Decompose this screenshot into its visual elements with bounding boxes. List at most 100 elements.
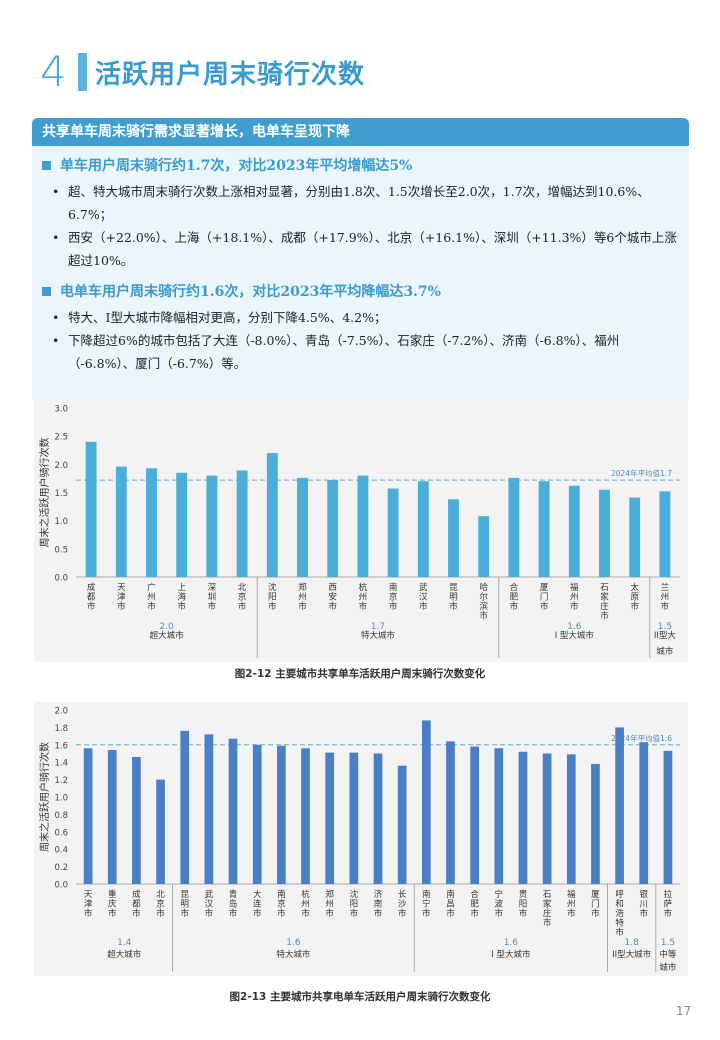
chart-bar xyxy=(327,480,339,577)
chart-bar xyxy=(446,741,455,884)
x-tick-label: 武汉市 xyxy=(419,582,428,612)
list-item: 超、特大城市周末骑行次数上涨相对显著，分别由1.8次、1.5次增长至2.0次，1… xyxy=(52,180,682,226)
group-average: 1.5 xyxy=(658,622,672,632)
y-tick-label: 1.4 xyxy=(54,759,68,769)
chart-bar xyxy=(156,779,165,884)
chart-bar xyxy=(176,472,188,577)
x-tick-label: 太原市 xyxy=(630,582,639,612)
chart-bar xyxy=(266,453,278,577)
group-name: 超大城市 xyxy=(150,630,185,641)
y-tick-label: 2.0 xyxy=(54,707,68,717)
group-name: II型大城市 xyxy=(612,949,652,960)
chart-bar xyxy=(252,744,262,884)
chart-bar xyxy=(417,481,429,577)
x-tick-label: 哈尔滨市 xyxy=(479,582,488,622)
chart-caption: 图2-13 主要城市共享电单车活跃用户周末骑行次数变化 xyxy=(229,991,491,1003)
chart-bar xyxy=(180,730,190,884)
x-tick-label: 沈阳市 xyxy=(268,582,277,612)
subheading-text: 电单车用户周末骑行约1.6次，对比2023年平均降幅达3.7% xyxy=(60,284,441,300)
chart-bar xyxy=(357,475,369,577)
x-tick-label: 石家庄市 xyxy=(600,583,609,622)
x-tick-label: 长沙市 xyxy=(398,889,407,919)
y-tick-label: 1.6 xyxy=(54,741,68,751)
x-tick-label: 西安市 xyxy=(328,583,337,612)
group-name-cont: 城市 xyxy=(659,962,677,973)
y-tick-label: 1.2 xyxy=(54,776,68,786)
x-tick-label: 上海市 xyxy=(177,583,186,612)
chart-bar xyxy=(146,468,157,577)
reference-line-label: 2024年平均值1.6 xyxy=(611,733,672,743)
y-tick-label: 0.2 xyxy=(54,863,68,873)
chart-bar xyxy=(206,475,218,577)
x-tick-label: 南昌市 xyxy=(446,889,455,919)
subheading-text: 单车用户周末骑行约1.7次，对比2023年平均增幅达5% xyxy=(60,158,413,174)
group-average: 1.8 xyxy=(625,938,640,948)
x-tick-label: 杭州市 xyxy=(359,582,368,612)
x-tick-label: 广州市 xyxy=(147,582,156,612)
chart-bar xyxy=(277,745,286,884)
x-tick-label: 南京市 xyxy=(277,889,286,919)
chart-bar xyxy=(107,750,117,884)
x-tick-label: 厦门市 xyxy=(591,890,600,919)
chart-bar xyxy=(236,470,248,577)
chart-bar xyxy=(132,756,141,884)
group-name: 中等 xyxy=(659,949,677,960)
x-tick-label: 成都市 xyxy=(87,582,96,612)
x-tick-label: 拉萨市 xyxy=(664,889,673,919)
x-tick-label: 沈阳市 xyxy=(350,889,359,919)
x-tick-label: 重庆市 xyxy=(108,889,117,919)
chart-bar xyxy=(470,746,479,884)
x-tick-label: 南京市 xyxy=(389,582,398,612)
chart-bar xyxy=(301,748,310,884)
x-tick-label: 合肥市 xyxy=(510,582,519,612)
chart-bar xyxy=(494,748,504,884)
x-tick-label: 福州市 xyxy=(567,889,576,919)
x-tick-label: 成都市 xyxy=(132,889,141,919)
section-header: 4 活跃用户周末骑行次数 xyxy=(40,50,365,94)
x-tick-label: 石家庄市 xyxy=(543,890,552,929)
x-tick-label: 合肥市 xyxy=(470,889,479,919)
list-item: 西安（+22.0%）、上海（+18.1%）、成都（+17.9%）、北京（+16.… xyxy=(52,226,682,272)
x-tick-label: 杭州市 xyxy=(301,889,310,919)
x-tick-label: 北京市 xyxy=(156,890,165,919)
chart-bar xyxy=(568,485,580,577)
x-tick-label: 武汉市 xyxy=(205,889,214,919)
y-tick-label: 1.8 xyxy=(54,724,68,734)
group-average: 1.6 xyxy=(286,938,301,948)
y-tick-label: 3.0 xyxy=(54,405,68,415)
subheading-bike: 单车用户周末骑行约1.7次，对比2023年平均增幅达5% xyxy=(42,154,689,176)
chart-caption: 图2-12 主要城市共享单车活跃用户周末骑行次数变化 xyxy=(234,668,486,680)
chart-bar xyxy=(85,441,97,577)
chart-bar xyxy=(639,742,649,884)
chart-bar xyxy=(228,738,238,884)
summary-title: 共享单车周末骑行需求显著增长，电单车呈现下降 xyxy=(32,118,689,146)
chart-bar xyxy=(83,748,93,884)
x-tick-label: 济南市 xyxy=(374,889,383,919)
group-name: I 型大城市 xyxy=(491,949,531,960)
group-name: I 型大城市 xyxy=(555,630,595,641)
chart-bar xyxy=(591,763,600,884)
ebike-chart: 0.0 0.2 0.4 0.6 0.8 1.0 1.2 1.4 1.6 1.8 2.0 周末之活跃用户… xyxy=(34,702,688,976)
x-tick-label: 银川市 xyxy=(640,889,649,919)
x-tick-label: 青岛市 xyxy=(229,889,238,919)
group-name: 特大城市 xyxy=(276,949,311,960)
y-tick-label: 1.0 xyxy=(54,794,68,804)
x-tick-label: 郑州市 xyxy=(325,889,334,919)
y-tick-label: 0.0 xyxy=(54,881,68,891)
x-tick-label: 昆明市 xyxy=(180,890,189,919)
y-tick-label: 0.4 xyxy=(54,846,68,856)
x-tick-label: 深圳市 xyxy=(208,583,217,612)
chart-background xyxy=(34,702,688,976)
reference-line-label: 2024年平均值1.7 xyxy=(611,468,672,478)
group-average: 1.6 xyxy=(567,622,582,632)
square-bullet-icon xyxy=(42,160,51,170)
section-accent-bar xyxy=(78,53,87,91)
y-axis-label: 周末之活跃用户骑行次数 xyxy=(38,742,51,852)
y-tick-label: 0.5 xyxy=(54,545,68,555)
x-tick-label: 厦门市 xyxy=(540,583,549,612)
group-average: 2.0 xyxy=(159,622,174,632)
list-item: 特大、I型大城市降幅相对更高，分别下降4.5%、4.2%； xyxy=(52,306,682,329)
group-average: 1.5 xyxy=(661,938,675,948)
y-tick-label: 0.6 xyxy=(54,828,68,838)
chart-bar xyxy=(325,752,335,884)
